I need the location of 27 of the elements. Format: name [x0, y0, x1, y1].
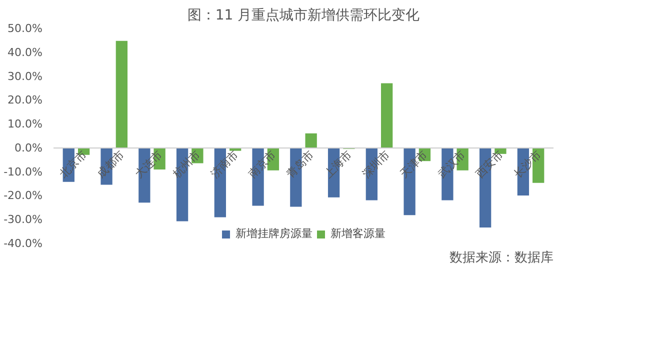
y-tick-label: 30.0%: [8, 70, 43, 83]
y-tick-label: 0.0%: [14, 141, 43, 154]
x-tick-label: 南京市: [246, 148, 279, 180]
y-tick-label: -10.0%: [4, 165, 43, 178]
x-tick-label: 北京市: [56, 148, 90, 180]
legend-label: 新增客源量: [330, 226, 386, 241]
x-tick-label: 济南市: [208, 148, 241, 180]
y-tick-label: 20.0%: [8, 94, 43, 107]
chart-title: 图：11 月重点城市新增供需环比变化: [187, 8, 420, 24]
y-tick-label: 50.0%: [8, 22, 43, 35]
x-tick-label: 天津市: [398, 148, 430, 180]
x-tick-label: 长沙市: [511, 148, 544, 180]
x-tick-label: 大连市: [132, 148, 165, 180]
x-tick-label: 西安市: [473, 148, 506, 180]
y-tick-label: 40.0%: [8, 46, 43, 59]
y-tick-label: -20.0%: [4, 189, 43, 202]
x-tick-label: 武汉市: [435, 148, 468, 180]
y-tick-label: -40.0%: [4, 237, 43, 250]
x-tick-label: 成都市: [94, 148, 128, 180]
legend-label: 新增挂牌房源量: [236, 226, 312, 241]
x-tick-label: 杭州市: [170, 148, 203, 182]
y-tick-label: 10.0%: [8, 118, 43, 131]
source-note: 数据来源：数据库: [450, 250, 554, 266]
x-tick-label: 上海市: [322, 148, 354, 180]
y-tick-label: -30.0%: [4, 213, 43, 226]
x-tick-label: 深圳市: [360, 148, 392, 180]
x-tick-label: 青岛市: [284, 148, 316, 180]
